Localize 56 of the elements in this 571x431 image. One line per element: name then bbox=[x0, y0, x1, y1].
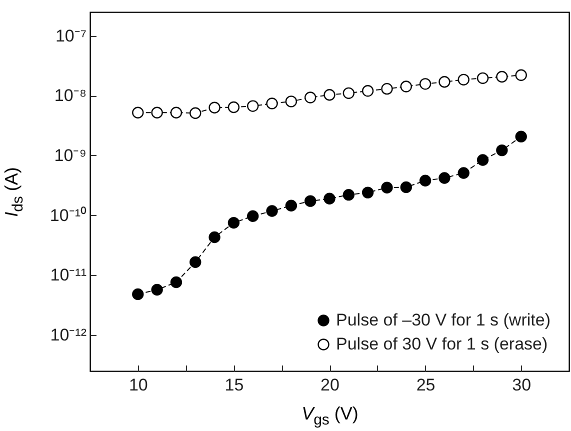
y-tick-label: 10⁻⁹ bbox=[54, 146, 86, 165]
point bbox=[228, 216, 240, 229]
point bbox=[362, 85, 374, 97]
point bbox=[381, 82, 393, 95]
x-tick-label: 30 bbox=[512, 376, 532, 394]
point bbox=[381, 182, 393, 194]
point bbox=[170, 106, 182, 118]
point bbox=[476, 72, 489, 84]
x-tick-label: 15 bbox=[224, 376, 244, 394]
y-tick-label: 10⁻¹¹ bbox=[50, 266, 87, 285]
point bbox=[342, 87, 355, 99]
x-tick-label: 25 bbox=[416, 376, 436, 394]
point bbox=[190, 256, 202, 268]
point bbox=[170, 276, 182, 288]
point bbox=[342, 188, 355, 201]
point bbox=[151, 106, 163, 118]
point bbox=[458, 74, 470, 86]
point bbox=[476, 154, 489, 166]
point bbox=[496, 70, 508, 83]
point bbox=[285, 96, 298, 108]
point bbox=[304, 92, 316, 104]
point bbox=[151, 284, 163, 296]
point bbox=[515, 130, 527, 142]
point bbox=[419, 174, 432, 186]
point bbox=[132, 288, 144, 300]
point bbox=[285, 200, 298, 212]
legend-label: Pulse of –30 V for 1 s (write) bbox=[336, 310, 550, 330]
point bbox=[496, 144, 508, 156]
point bbox=[190, 107, 202, 119]
point bbox=[438, 172, 450, 184]
point bbox=[228, 101, 240, 114]
point bbox=[419, 78, 432, 90]
point bbox=[247, 100, 259, 112]
point bbox=[304, 195, 316, 207]
point bbox=[208, 102, 220, 114]
point bbox=[438, 76, 450, 88]
point bbox=[132, 106, 144, 118]
point bbox=[324, 192, 336, 204]
point bbox=[266, 98, 278, 110]
point bbox=[458, 167, 470, 179]
y-tick-label: 10⁻¹² bbox=[50, 325, 87, 344]
point bbox=[362, 186, 374, 198]
point bbox=[324, 89, 336, 101]
y-tick-label: 10⁻⁸ bbox=[54, 86, 86, 106]
point bbox=[515, 69, 527, 81]
x-tick-label: 10 bbox=[128, 376, 148, 394]
point bbox=[266, 205, 278, 217]
point bbox=[400, 181, 412, 194]
x-tick-label: 20 bbox=[320, 376, 340, 394]
point bbox=[400, 80, 412, 92]
y-tick-label: 10⁻¹⁰ bbox=[50, 206, 86, 225]
legend-label: Pulse of 30 V for 1 s (erase) bbox=[336, 334, 548, 354]
x-axis-title: V$_{gs}$ (V) bbox=[302, 404, 358, 428]
point bbox=[208, 231, 220, 244]
point bbox=[247, 210, 259, 222]
y-tick-label: 10⁻⁷ bbox=[55, 26, 86, 46]
